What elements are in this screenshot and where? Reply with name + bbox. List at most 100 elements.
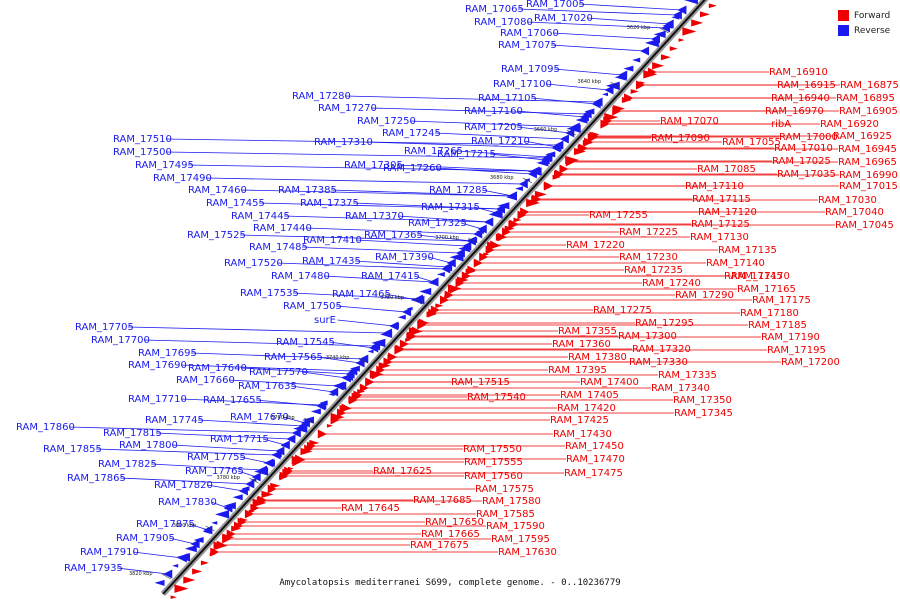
connector-line — [371, 107, 588, 115]
gene-feature — [515, 186, 524, 192]
gene-feature — [536, 159, 549, 167]
gene-feature — [262, 459, 275, 467]
gene-feature — [509, 219, 519, 229]
gene-feature — [506, 194, 517, 201]
gene-feature — [348, 397, 359, 404]
gene-label: RAM_17180 — [740, 308, 799, 319]
gene-feature — [682, 27, 697, 36]
gene-label: RAM_17305 — [344, 160, 403, 171]
gene-feature — [641, 49, 648, 54]
gene-feature — [369, 343, 379, 353]
gene-feature — [326, 423, 333, 428]
gene-feature — [376, 365, 386, 375]
gene-feature — [154, 579, 165, 586]
gene-label: RAM_17710 — [128, 394, 187, 405]
gene-feature — [248, 509, 255, 514]
gene-feature — [636, 80, 646, 90]
gene-label: RAM_17875 — [136, 519, 195, 530]
connector-line — [398, 215, 489, 223]
connector-line — [151, 463, 263, 471]
gene-label: RAM_17385 — [278, 185, 337, 196]
gene-feature — [436, 271, 445, 277]
gene-feature — [193, 537, 204, 544]
legend: Forward Reverse — [838, 8, 890, 38]
connector-line — [517, 126, 570, 134]
gene-feature — [587, 133, 597, 143]
connector-line — [96, 448, 277, 456]
gene-label: RAM_17250 — [357, 116, 416, 127]
gene-label: RAM_17560 — [464, 471, 523, 482]
gene-label: RAM_17550 — [463, 444, 522, 455]
gene-feature — [483, 252, 490, 257]
gene-label: RAM_17475 — [564, 468, 623, 479]
gene-feature — [565, 155, 580, 165]
gene-label: RAM_17820 — [154, 480, 213, 491]
gene-feature — [522, 209, 529, 214]
gene-feature — [435, 303, 444, 309]
gene-label: RAM_17000 — [779, 132, 838, 143]
connector-line — [331, 189, 513, 197]
gene-feature — [652, 62, 665, 70]
connector-line — [356, 239, 467, 247]
gene-label: RAM_17830 — [158, 497, 217, 508]
gene-feature — [202, 529, 211, 534]
gene-label: RAM_17325 — [408, 218, 467, 229]
gene-label: RAM_17355 — [558, 326, 617, 337]
gene-feature — [461, 271, 471, 281]
axis-tick-label: 3660 kbp — [534, 127, 558, 133]
gene-label: RAM_17030 — [818, 195, 877, 206]
gene-feature — [600, 123, 607, 128]
gene-feature — [232, 494, 243, 501]
axis-tick-mark — [205, 525, 215, 532]
gene-label: RAM_16875 — [840, 80, 899, 91]
axis-tick-mark — [304, 417, 314, 424]
gene-feature — [446, 258, 456, 268]
gene-label: RAM_17335 — [658, 370, 717, 381]
gene-feature — [614, 73, 627, 81]
gene-feature — [601, 92, 608, 97]
axis-tick-label: 3620 kbp — [627, 25, 651, 31]
gene-label: RAM_17460 — [188, 185, 247, 196]
gene-label: RAM_17195 — [767, 345, 826, 356]
gene-label: RAM_17765 — [185, 466, 244, 477]
gene-label: RAM_17370 — [345, 211, 404, 222]
gene-feature — [700, 11, 711, 18]
connector-line — [229, 379, 340, 387]
gene-label: RAM_17230 — [619, 252, 678, 263]
gene-label: RAM_17240 — [642, 278, 701, 289]
gene-label: RAM_16945 — [838, 144, 897, 155]
gene-feature — [504, 225, 515, 232]
gene-label: RAM_17445 — [231, 211, 290, 222]
connector-line — [329, 341, 374, 349]
gene-label: RAM_17670 — [230, 412, 289, 423]
axis-tick-mark — [522, 177, 533, 184]
connector-line — [241, 189, 513, 197]
connector-line — [262, 438, 286, 446]
gene-label: RAM_17690 — [128, 360, 187, 371]
gene-label: RAM_17115 — [692, 194, 751, 205]
gene-label: RAM_17705 — [75, 322, 134, 333]
gene-label: RAM_17255 — [589, 210, 648, 221]
connector-line — [427, 256, 452, 264]
gene-feature — [332, 381, 347, 390]
genome-axis — [160, 0, 709, 597]
axis-tick-mark — [468, 237, 478, 244]
gene-label: RAM_17470 — [566, 454, 625, 465]
gene-feature — [349, 365, 360, 372]
gene-label: RAM_17280 — [292, 91, 351, 102]
axis-tick-mark — [413, 297, 423, 304]
gene-feature — [430, 305, 440, 315]
gene-label: RAM_17415 — [361, 271, 420, 282]
gene-feature — [222, 533, 235, 541]
gene-feature — [336, 408, 346, 418]
gene-label: RAM_17405 — [560, 390, 619, 401]
connector-line — [120, 477, 250, 485]
gene-label: RAM_17595 — [491, 534, 550, 545]
gene-feature — [330, 413, 345, 422]
gene-feature — [445, 263, 452, 268]
gene-label: RAM_17755 — [187, 452, 246, 463]
gene-label: RAM_17695 — [138, 348, 197, 359]
gene-label: RAM_17145 — [724, 271, 783, 282]
gene-feature — [270, 482, 281, 489]
legend-reverse-swatch — [838, 25, 849, 36]
